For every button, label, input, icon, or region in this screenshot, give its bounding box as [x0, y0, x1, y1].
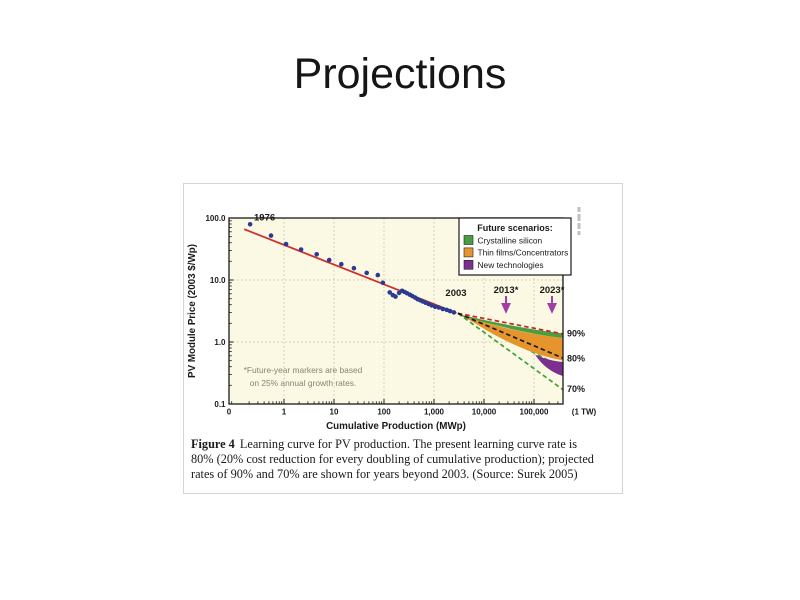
- grid-lines: [229, 218, 563, 404]
- rate-label-70: 70%: [567, 384, 585, 394]
- figure-caption: Figure 4 Learning curve for PV production…: [191, 437, 599, 482]
- footnote-line2: on 25% annual growth rates.: [250, 378, 357, 388]
- wedge-new-technologies: [535, 354, 563, 376]
- figure-caption-label: Figure 4: [191, 437, 235, 451]
- x-axis-title: Cumulative Production (MWp): [326, 421, 466, 432]
- over-dashed-lines: [457, 312, 564, 359]
- legend-items: Crystalline silicon Thin films/Concentrat…: [463, 235, 569, 270]
- rate-label-80: 80%: [567, 354, 585, 364]
- legend: Future scenarios: Crystalline silicon Thi…: [458, 217, 572, 276]
- wedge-thin-films: [463, 316, 563, 361]
- wedge-crystalline-silicon: [460, 314, 563, 338]
- legend-title: Future scenarios:: [477, 223, 553, 233]
- arrow-2013-icon: [501, 296, 511, 314]
- svg-text:100.0: 100.0: [205, 214, 226, 223]
- figure-credit-mark: [577, 207, 581, 235]
- svg-text:(1 TW): (1 TW): [572, 408, 597, 417]
- y-tick-labels: 100.0 10.0 1.0 0.1: [205, 214, 226, 409]
- svg-text:New technologies: New technologies: [478, 260, 544, 270]
- footnote-line1: *Future-year markers are based: [244, 365, 363, 375]
- scatter-points: [247, 222, 457, 315]
- rate-label-90: 90%: [567, 329, 585, 339]
- svg-text:1.0: 1.0: [214, 338, 226, 347]
- label-2013: 2013*: [494, 285, 519, 296]
- svg-text:Crystalline silicon: Crystalline silicon: [478, 235, 543, 245]
- plot-frame: [228, 217, 564, 405]
- svg-text:0: 0: [227, 408, 232, 417]
- figure-caption-text: Learning curve for PV production. The pr…: [191, 437, 594, 481]
- x-tick-labels: 0 1 10 100 1,000 10,000 100,000 (1 TW): [227, 408, 597, 417]
- label-1976: 1976: [254, 213, 275, 224]
- slide-title: Projections: [293, 50, 507, 98]
- svg-text:10,000: 10,000: [472, 408, 497, 417]
- svg-text:10: 10: [330, 408, 339, 417]
- arrow-2023-icon: [547, 296, 557, 314]
- legend-box: [458, 217, 572, 276]
- label-2023: 2023*: [540, 285, 565, 296]
- svg-text:100,000: 100,000: [520, 408, 549, 417]
- learning-curve-chart: 0 1 10 100 1,000 10,000 100,000 (1 TW) 100.0 10.…: [187, 207, 597, 432]
- svg-text:1,000: 1,000: [424, 408, 445, 417]
- scenario-wedges: [460, 314, 563, 376]
- y-axis-title: PV Module Price (2003 $/Wp): [187, 244, 198, 378]
- annotations: 1976 2003 2013* 2023* 90% 80% 70% *Futur…: [244, 213, 585, 395]
- svg-text:100: 100: [377, 408, 391, 417]
- axis-ticks: [229, 220, 559, 404]
- svg-text:1: 1: [282, 408, 287, 417]
- svg-text:Thin films/Concentrators: Thin films/Concentrators: [478, 248, 569, 258]
- label-2003: 2003: [445, 288, 466, 299]
- svg-text:10.0: 10.0: [210, 276, 226, 285]
- svg-text:0.1: 0.1: [214, 400, 226, 409]
- figure-block: 0 1 10 100 1,000 10,000 100,000 (1 TW) 100.0 10.…: [183, 183, 623, 494]
